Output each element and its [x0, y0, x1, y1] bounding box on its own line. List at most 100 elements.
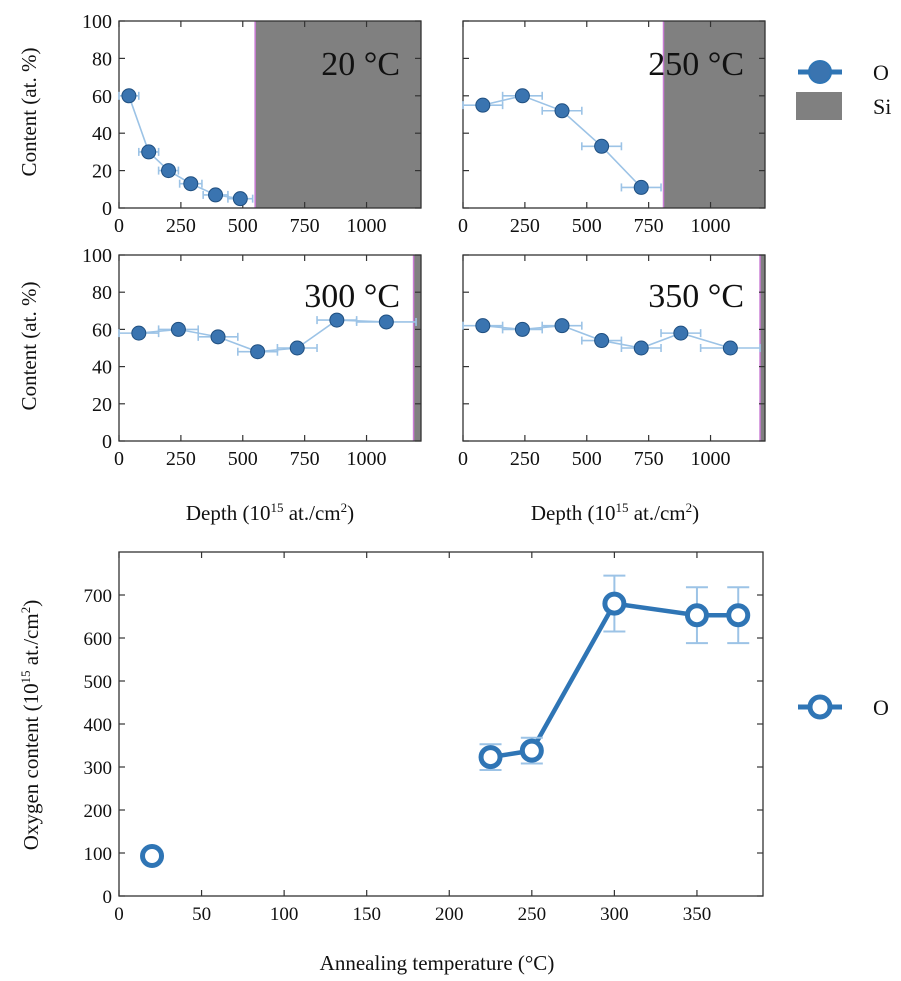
panel-title: 20 °C — [321, 46, 400, 83]
plot-frame — [462, 20, 766, 209]
filled-circle-line-icon — [808, 60, 832, 84]
series-O — [462, 88, 662, 195]
data-point — [514, 88, 530, 104]
annealing-temperature-axis-label: Annealing temperature (°C) — [320, 951, 555, 975]
x-tick-label: 50 — [192, 904, 211, 925]
y-tick-label: 80 — [92, 282, 112, 304]
panel-title: 300 °C — [304, 278, 400, 315]
x-tick-label: 750 — [634, 448, 664, 470]
series-O — [462, 318, 761, 356]
y-tick-label: 0 — [102, 431, 112, 453]
x-tick-label: 1000 — [347, 448, 387, 470]
data-point — [554, 103, 570, 119]
data-point — [131, 325, 147, 341]
x-tick-label: 500 — [572, 448, 602, 470]
series-O — [140, 574, 751, 869]
data-point — [378, 314, 394, 330]
x-tick-label: 750 — [290, 448, 320, 470]
data-point — [210, 329, 226, 345]
x-tick-label: 1000 — [691, 215, 731, 237]
x-tick-label: 250 — [510, 215, 540, 237]
x-tick-label: 1000 — [347, 215, 387, 237]
y-tick-label: 600 — [84, 629, 113, 650]
x-tick-label: 150 — [352, 904, 381, 925]
data-point — [554, 318, 570, 334]
data-point — [208, 187, 224, 203]
x-tick-label: 0 — [114, 215, 124, 237]
bottom-legend: O — [798, 694, 889, 720]
data-point — [722, 340, 738, 356]
data-point — [161, 163, 177, 179]
plot-frame — [462, 254, 766, 442]
y-tick-label: 100 — [82, 245, 112, 267]
x-tick-label: 0 — [114, 904, 124, 925]
x-tick-label: 500 — [228, 215, 258, 237]
panel-3: 0 250 500 750 1000 0 20 40 60 80 100 300 °C — [82, 245, 422, 470]
series-O — [118, 88, 254, 207]
y-tick-label: 40 — [92, 357, 112, 379]
y-tick-label: 60 — [92, 319, 112, 341]
legend-o-label: O — [873, 60, 889, 85]
data-point — [121, 88, 137, 104]
x-tick-label: 0 — [114, 448, 124, 470]
y-tick-label: 100 — [82, 11, 112, 33]
x-tick-label: 750 — [634, 215, 664, 237]
silicon-region — [255, 21, 421, 208]
data-point — [519, 738, 544, 763]
data-point — [684, 603, 709, 628]
panel-title: 250 °C — [648, 46, 744, 83]
y-tick-label: 200 — [84, 801, 113, 822]
x-tick-label: 1000 — [691, 448, 731, 470]
y-tick-label: 400 — [84, 715, 113, 736]
data-point — [594, 333, 610, 349]
x-tick-label: 750 — [290, 215, 320, 237]
data-point — [633, 179, 649, 195]
data-point — [475, 318, 491, 334]
x-tick-label: 300 — [600, 904, 629, 925]
y-tick-label: 60 — [92, 86, 112, 108]
top-legend: O Si — [796, 60, 891, 120]
x-tick-label: 250 — [166, 215, 196, 237]
y-tick-label: 20 — [92, 394, 112, 416]
x-tick-label: 250 — [166, 448, 196, 470]
silicon-region — [760, 255, 765, 441]
data-point — [170, 321, 186, 337]
x-tick-label: 250 — [510, 448, 540, 470]
y-tick-label: 0 — [103, 887, 113, 908]
y-tick-label: 700 — [84, 586, 113, 607]
y-tick-label: 300 — [84, 758, 113, 779]
x-tick-label: 200 — [435, 904, 464, 925]
plot-frame — [118, 20, 422, 209]
silicon-region — [663, 21, 765, 208]
series-O — [118, 312, 417, 360]
panel-4: 0 250 500 750 1000 350 °C — [458, 254, 766, 470]
data-point — [478, 745, 503, 770]
data-point — [140, 844, 165, 869]
data-point — [633, 340, 649, 356]
depth-axis-label-left: Depth (1015 at./cm2) — [186, 500, 354, 525]
data-point — [475, 97, 491, 113]
panel-1: 0 250 500 750 1000 0 20 40 60 80 100 20 °C — [82, 11, 422, 237]
data-point — [183, 176, 199, 192]
plot-frame — [118, 551, 764, 897]
top-left-y-axis-label: Content (at. %) — [17, 48, 41, 177]
panel-5: 0 50 100 150 200 250 300 350 0 100 200 300 400 500 600… — [84, 551, 764, 925]
y-tick-label: 20 — [92, 161, 112, 183]
depth-axis-label-right: Depth (1015 at./cm2) — [531, 500, 699, 525]
bottom-left-y-axis-label: Content (at. %) — [17, 282, 41, 411]
legend-o-label-bottom: O — [873, 695, 889, 720]
silicon-region — [413, 255, 421, 441]
x-tick-label: 350 — [683, 904, 712, 925]
data-point — [141, 144, 157, 160]
grey-box-icon — [796, 92, 842, 120]
data-point — [602, 591, 627, 616]
x-tick-label: 0 — [458, 215, 468, 237]
x-tick-label: 100 — [270, 904, 299, 925]
data-point — [232, 191, 248, 207]
data-point — [289, 340, 305, 356]
y-tick-label: 40 — [92, 123, 112, 145]
plot-frame — [118, 254, 422, 442]
y-tick-label: 100 — [84, 844, 113, 865]
